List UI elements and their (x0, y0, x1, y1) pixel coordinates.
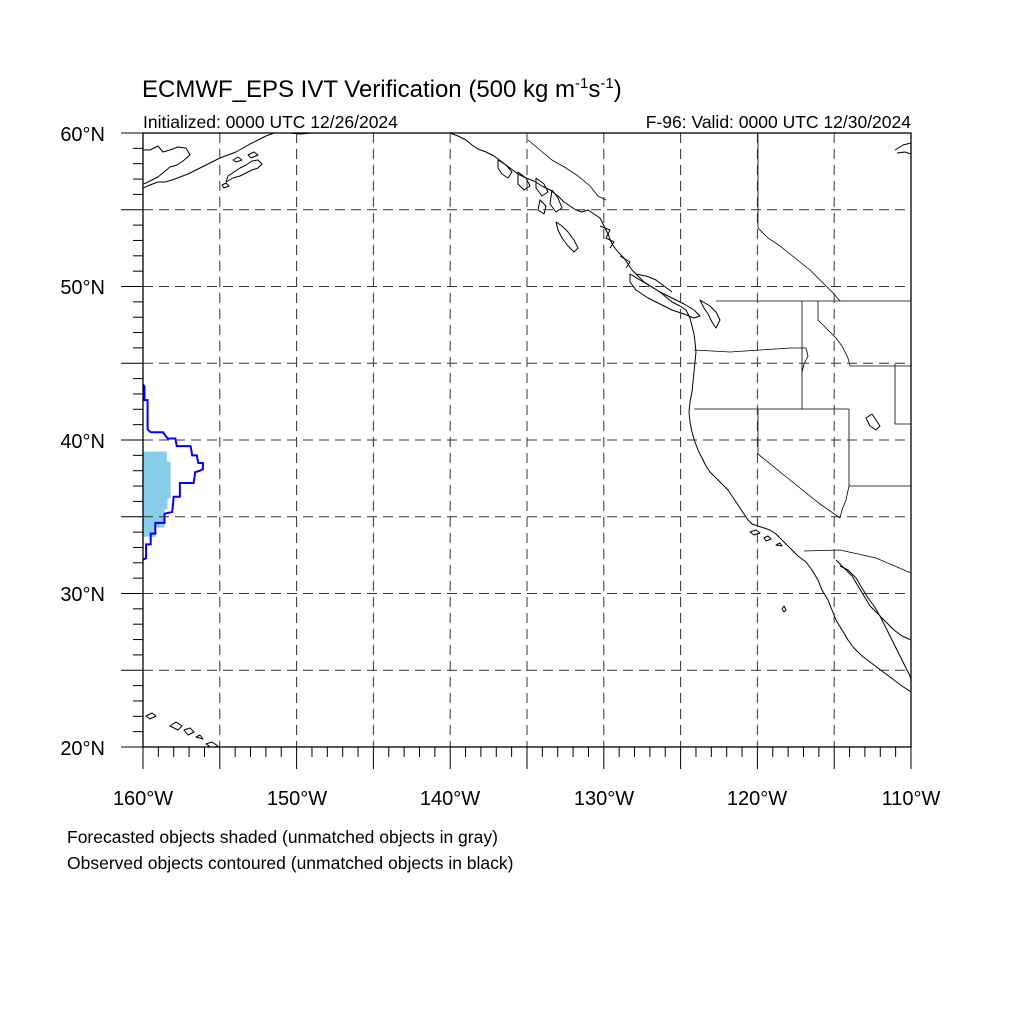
forecast-object-shading (143, 451, 171, 537)
map-frame (142, 132, 912, 748)
us-state-borders (693, 301, 911, 574)
southeast-alaska-islands (497, 159, 563, 215)
map-gridlines (143, 133, 911, 747)
baja-west-coast (791, 549, 911, 693)
alberta-bc-border (757, 133, 841, 302)
initialized-label: Initialized: 0000 UTC 12/26/2024 (143, 112, 398, 132)
alaska-islands-small (221, 151, 259, 189)
observed-object-contour (143, 384, 204, 561)
vancouver-island (629, 273, 701, 319)
guadalupe-island (781, 605, 787, 613)
puget-sound (699, 299, 721, 329)
channel-islands (749, 529, 783, 547)
bc-mainland-inlets (599, 225, 673, 293)
baja-gulf-side (835, 559, 911, 641)
haida-gwaii (555, 221, 579, 253)
lon-label-110w: 110°W (882, 788, 941, 810)
lon-label-120w: 120°W (727, 788, 787, 810)
valid-time-label: F-96: Valid: 0000 UTC 12/30/2024 (646, 112, 912, 132)
lon-label-160w: 160°W (113, 788, 173, 810)
alaska-peninsula-south (143, 133, 275, 189)
lat-label-40: 40°N (60, 431, 105, 453)
forecast-note: Forecasted objects shaded (unmatched obj… (67, 827, 498, 847)
lat-label-60: 60°N (60, 124, 105, 146)
hudson-bay-edge (894, 142, 911, 155)
observed-note: Observed objects contoured (unmatched ob… (67, 853, 514, 873)
canada-alaska-border (527, 139, 607, 201)
figure-title: ECMWF_EPS IVT Verification (500 kg m-1s-… (142, 75, 622, 103)
axis-ticks (121, 132, 912, 769)
lat-label-20: 20°N (60, 738, 105, 760)
longitude-labels: 160°W 150°W 140°W 130°W 120°W 110°W (113, 788, 941, 810)
lat-label-50: 50°N (60, 277, 105, 299)
latitude-labels: 20°N 30°N 40°N 50°N 60°N (60, 124, 105, 760)
hawaii-islands (145, 712, 219, 747)
map-area (143, 133, 911, 747)
coastlines (143, 133, 911, 747)
lon-label-150w: 150°W (267, 788, 327, 810)
kodiak-island (225, 159, 263, 183)
gulf-of-alaska-north-coast (289, 133, 793, 551)
lat-label-30: 30°N (60, 584, 105, 606)
alaska-peninsula-coast (143, 145, 191, 185)
great-salt-lake (865, 413, 881, 431)
lon-label-130w: 130°W (574, 788, 634, 810)
political-borders (527, 133, 911, 574)
lon-label-140w: 140°W (420, 788, 480, 810)
mainland-mexico-coast (839, 565, 911, 681)
